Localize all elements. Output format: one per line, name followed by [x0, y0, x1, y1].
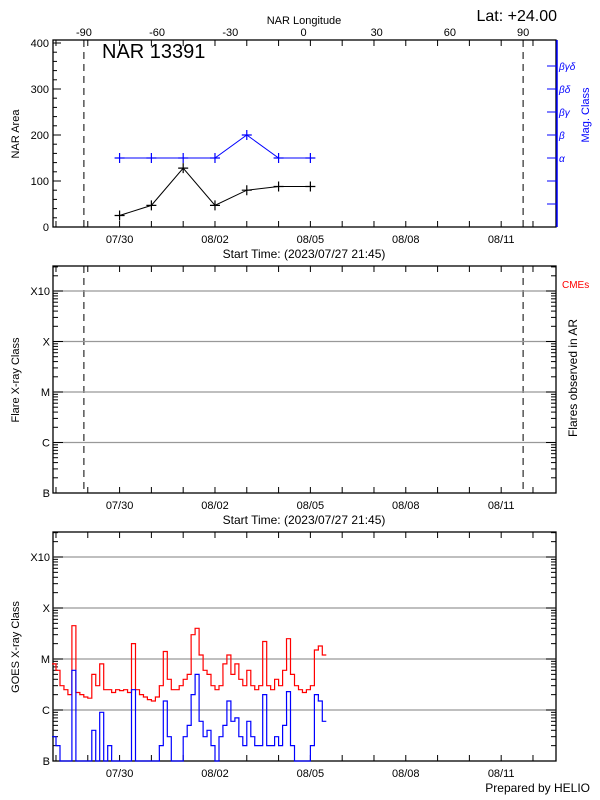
- goes-short-channel-line: [52, 669, 327, 762]
- nar-area-point: [146, 200, 157, 211]
- mag-class-point: [241, 130, 252, 140]
- panel2-right-label: Flares observed in AR: [566, 319, 580, 437]
- mag-class-label: βδ: [558, 85, 571, 96]
- y-tick-label: 400: [31, 38, 49, 50]
- y-tick-label: X10: [30, 286, 50, 298]
- mag-class-point: [273, 153, 284, 163]
- top-axis-label: NAR Longitude: [267, 15, 342, 27]
- y-tick-label: C: [42, 438, 50, 450]
- nar-area-point: [114, 210, 125, 221]
- lat-label: Lat: +24.00: [476, 8, 557, 25]
- panel1-xlabel: Start Time: (2023/07/27 21:45): [223, 247, 386, 261]
- lon-tick-label: 90: [517, 27, 529, 39]
- x-tick-label: 08/05: [297, 500, 325, 512]
- mag-class-point: [209, 153, 220, 163]
- panel-2-frame: [52, 265, 557, 494]
- lon-tick-label: 60: [444, 27, 456, 39]
- x-tick-label: 08/02: [201, 500, 229, 512]
- y-tick-label: 300: [31, 84, 49, 96]
- x-tick-label: 08/05: [297, 768, 325, 780]
- mag-class-point: [114, 153, 125, 163]
- lon-tick-label: -30: [222, 27, 238, 39]
- nar-area-point: [305, 181, 316, 192]
- y-tick-label: 200: [31, 130, 49, 142]
- x-tick-label: 07/30: [106, 500, 134, 512]
- y-tick-label: 0: [43, 222, 49, 234]
- x-tick-label: 08/11: [488, 234, 515, 246]
- mag-class-label: βγ: [558, 108, 571, 119]
- y-tick-label: X10: [30, 552, 50, 564]
- mag-class-point: [178, 153, 189, 163]
- lon-tick-label: 30: [371, 27, 383, 39]
- x-tick-label: 08/11: [488, 768, 515, 780]
- panel-1-frame: [52, 39, 557, 228]
- y-tick-label: C: [42, 705, 50, 717]
- x-tick-label: 08/02: [201, 234, 229, 246]
- footer-credit: Prepared by HELIO: [485, 781, 590, 795]
- goes-long-channel-line: [52, 625, 327, 702]
- x-tick-label: 08/08: [392, 768, 420, 780]
- mag-class-label: α: [559, 154, 565, 165]
- nar-area-point: [241, 185, 252, 196]
- lon-tick-label: -90: [76, 27, 92, 39]
- nar-area-point: [209, 200, 220, 211]
- x-tick-label: 08/02: [201, 768, 229, 780]
- y-tick-label: M: [41, 654, 50, 666]
- nar-area-point: [178, 163, 189, 174]
- lon-tick-label: -60: [149, 27, 165, 39]
- x-tick-label: 08/08: [392, 234, 420, 246]
- panel2-ylabel: Flare X-ray Class: [10, 337, 22, 422]
- y-tick-label: 100: [31, 176, 49, 188]
- y-tick-label: X: [43, 603, 51, 615]
- mag-class-point: [305, 153, 316, 163]
- y-tick-label: B: [43, 756, 50, 768]
- x-tick-label: 07/30: [106, 768, 134, 780]
- nar-area-point: [273, 181, 284, 192]
- panel3-ylabel: GOES X-ray Class: [10, 601, 22, 693]
- panel2-xlabel: Start Time: (2023/07/27 21:45): [223, 513, 386, 527]
- nar-title: NAR 13391: [102, 41, 205, 63]
- y-tick-label: X: [43, 337, 51, 349]
- x-tick-label: 08/05: [297, 234, 325, 246]
- lon-tick-label: 0: [300, 27, 306, 39]
- x-tick-label: 07/30: [106, 234, 134, 246]
- x-tick-label: 08/08: [392, 500, 420, 512]
- cme-label: CMEs: [562, 280, 589, 291]
- mag-class-label: Mag. Class: [580, 87, 592, 143]
- mag-class-label: β: [558, 131, 565, 142]
- y-tick-label: B: [43, 488, 50, 500]
- mag-class-label: βγδ: [558, 62, 576, 73]
- x-tick-label: 08/11: [488, 500, 515, 512]
- y-tick-label: M: [41, 387, 50, 399]
- panel-3-frame: [52, 531, 557, 762]
- panel1-ylabel: NAR Area: [10, 109, 22, 159]
- mag-class-point: [146, 153, 157, 163]
